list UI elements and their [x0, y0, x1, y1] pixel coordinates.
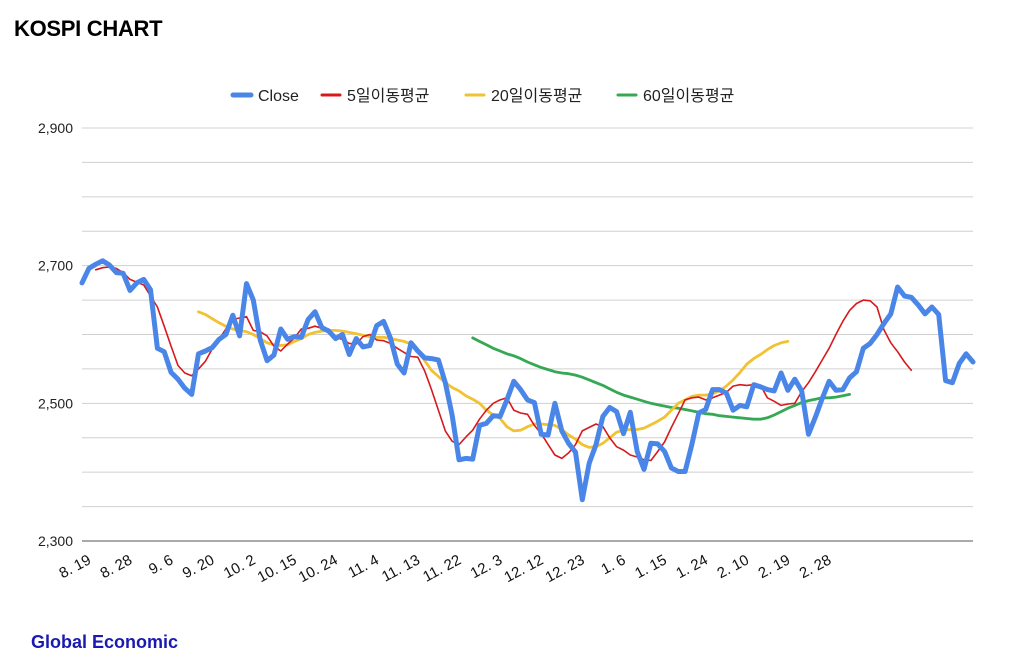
source-label: Global Economic [31, 632, 179, 652]
series-line-close [79, 258, 976, 503]
x-tick-label: 12. 12 [501, 552, 546, 587]
x-tick-label: 1. 24 [673, 552, 710, 583]
series-line-ma5 [94, 266, 913, 462]
grid-lines [82, 127, 973, 542]
legend: Close 5일이동평균 20일이동평균 60일이동평균 [230, 87, 734, 105]
x-tick-label: 1. 15 [632, 552, 669, 583]
legend-label: 20일이동평균 [491, 87, 582, 105]
x-tick-label: 8. 19 [56, 552, 93, 583]
y-tick-label: 2,700 [38, 258, 73, 274]
x-tick-label: 2. 10 [714, 552, 751, 583]
legend-label: 60일이동평균 [643, 87, 734, 105]
x-tick-label: 11. 22 [420, 552, 464, 586]
y-tick-label: 2,900 [38, 120, 73, 136]
chart-title: KOSPI CHART [14, 16, 163, 41]
x-tick-label: 2. 28 [797, 552, 834, 583]
y-tick-label: 2,500 [38, 395, 73, 411]
series-lines [79, 258, 976, 503]
x-tick-label: 9. 6 [146, 552, 176, 579]
legend-label: Close [258, 88, 299, 105]
x-tick-label: 1. 6 [598, 552, 628, 579]
x-tick-label: 10. 15 [255, 552, 300, 587]
legend-label: 5일이동평균 [347, 87, 430, 105]
x-tick-label: 9. 20 [180, 552, 217, 583]
x-tick-label: 8. 28 [98, 552, 135, 583]
x-tick-label: 2. 19 [756, 552, 793, 583]
x-tick-label: 12. 3 [468, 552, 505, 583]
series-line-ma60 [471, 336, 851, 421]
series-line-ma20 [197, 310, 790, 449]
x-tick-label: 11. 4 [345, 552, 381, 582]
x-tick-label: 12. 23 [543, 552, 588, 587]
x-tick-label: 10. 2 [221, 552, 258, 583]
x-tick-label: 11. 13 [379, 552, 423, 586]
x-tick-label: 10. 24 [296, 552, 341, 587]
y-tick-label: 2,300 [38, 533, 73, 549]
y-axis-ticks: 2,300 2,500 2,700 2,900 [38, 120, 73, 549]
